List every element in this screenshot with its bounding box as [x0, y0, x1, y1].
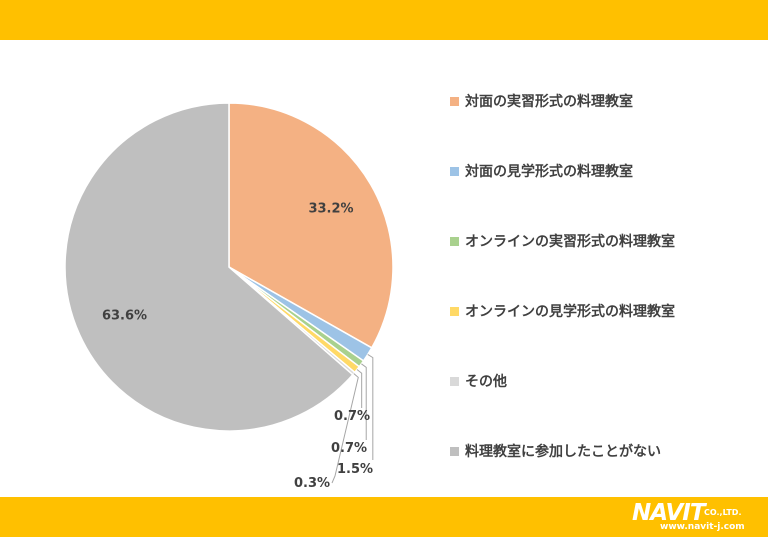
bottom-banner — [0, 497, 768, 537]
leader-line-in-person-observation — [367, 354, 374, 460]
leader-line-online-practice — [361, 363, 367, 440]
legend-label: オンラインの実習形式の料理教室 — [465, 234, 675, 250]
company-url: www.navit-j.com — [660, 522, 745, 532]
data-labels: 33.2% 63.6% 1.5% 0.7% 0.7% 0.3% — [102, 202, 373, 491]
legend-swatch — [450, 376, 459, 386]
legend-swatch — [450, 306, 459, 316]
data-label-other: 0.3% — [294, 476, 330, 491]
legend-item-in-person-practice: 対面の実習形式の料理教室 — [450, 91, 633, 111]
legend-label: 料理教室に参加したことがない — [465, 444, 661, 460]
top-banner — [0, 0, 768, 40]
legend-swatch — [450, 166, 459, 176]
legend-label: オンラインの見学形式の料理教室 — [465, 304, 675, 320]
pie-slices — [64, 102, 394, 432]
logo-text: NAVIT — [632, 500, 706, 526]
company-logo: NAVIT CO.,LTD. www.navit-j.com — [632, 500, 760, 534]
logo-suffix: CO.,LTD. — [704, 508, 742, 517]
data-label-in-person-observation: 1.5% — [337, 462, 373, 477]
data-label-online-observation: 0.7% — [334, 409, 370, 424]
pie-slice-in-person-practice — [228, 102, 394, 349]
leader-line-online-observation — [356, 369, 363, 408]
leader-lines — [331, 354, 374, 484]
legend-swatch — [450, 446, 459, 456]
legend-item-in-person-observation: 対面の見学形式の料理教室 — [450, 161, 633, 181]
pie-chart: 33.2% 63.6% 1.5% 0.7% 0.7% 0.3% — [64, 102, 394, 491]
leader-line-other — [331, 373, 359, 484]
legend-label: 対面の見学形式の料理教室 — [465, 164, 633, 180]
legend-item-never-attended: 料理教室に参加したことがない — [450, 441, 661, 461]
data-label-in-person-practice: 33.2% — [308, 202, 353, 217]
data-label-online-practice: 0.7% — [331, 441, 367, 456]
data-label-never-attended: 63.6% — [102, 309, 147, 324]
legend-label: 対面の実習形式の料理教室 — [465, 94, 633, 110]
legend-swatch — [450, 236, 459, 246]
legend-item-online-observation: オンラインの見学形式の料理教室 — [450, 301, 675, 321]
pie-slice-never-attended — [64, 102, 354, 432]
legend-label: その他 — [465, 374, 507, 390]
legend-swatch — [450, 96, 459, 106]
legend-item-other: その他 — [450, 371, 507, 391]
legend-item-online-practice: オンラインの実習形式の料理教室 — [450, 231, 675, 251]
